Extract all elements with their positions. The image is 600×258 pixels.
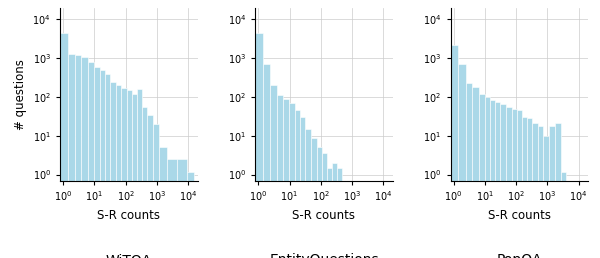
Bar xyxy=(522,117,527,258)
Bar xyxy=(506,107,512,258)
Bar xyxy=(254,33,263,258)
Bar xyxy=(159,148,167,258)
Bar xyxy=(560,172,566,258)
Bar xyxy=(317,148,322,258)
Bar xyxy=(472,87,479,258)
Text: EntityQuestions: EntityQuestions xyxy=(269,253,379,258)
Y-axis label: # questions: # questions xyxy=(14,59,27,130)
Bar xyxy=(332,163,337,258)
Bar xyxy=(527,118,532,258)
Bar xyxy=(68,54,75,258)
Bar xyxy=(490,100,495,258)
Bar xyxy=(556,123,560,258)
Bar xyxy=(263,64,271,258)
Bar xyxy=(495,102,500,258)
Bar xyxy=(100,70,104,258)
Bar xyxy=(167,159,178,258)
Bar xyxy=(137,89,142,258)
Bar xyxy=(94,67,100,258)
Bar xyxy=(187,172,194,258)
Bar xyxy=(142,107,147,258)
Bar xyxy=(517,110,522,258)
Text: WiTQA: WiTQA xyxy=(106,253,152,258)
Bar xyxy=(305,129,311,258)
X-axis label: S-R counts: S-R counts xyxy=(97,209,160,222)
Bar xyxy=(300,117,305,258)
Bar xyxy=(131,94,137,258)
Bar xyxy=(283,99,289,258)
Bar xyxy=(277,95,283,258)
Bar xyxy=(466,83,472,258)
Bar xyxy=(59,33,68,258)
Bar xyxy=(88,62,94,258)
Bar xyxy=(82,57,88,258)
Bar xyxy=(532,123,538,258)
Bar xyxy=(449,45,458,258)
Bar xyxy=(327,168,332,258)
Bar xyxy=(121,88,127,258)
Bar xyxy=(512,109,517,258)
Bar xyxy=(543,136,550,258)
Bar xyxy=(479,94,485,258)
Bar xyxy=(538,126,543,258)
Bar xyxy=(289,103,295,258)
Bar xyxy=(458,64,466,258)
Bar xyxy=(322,154,327,258)
Bar xyxy=(311,138,317,258)
Bar xyxy=(485,97,490,258)
Bar xyxy=(271,85,277,258)
Bar xyxy=(550,126,556,258)
Text: PopQA: PopQA xyxy=(496,253,542,258)
Bar xyxy=(127,90,131,258)
Bar xyxy=(75,55,82,258)
X-axis label: S-R counts: S-R counts xyxy=(488,209,551,222)
Bar xyxy=(116,85,121,258)
Bar xyxy=(500,104,506,258)
Bar xyxy=(147,115,152,258)
X-axis label: S-R counts: S-R counts xyxy=(293,209,355,222)
Bar xyxy=(337,168,343,258)
Bar xyxy=(104,74,110,258)
Bar xyxy=(110,82,116,258)
Bar xyxy=(178,159,187,258)
Bar xyxy=(295,110,300,258)
Bar xyxy=(152,124,159,258)
